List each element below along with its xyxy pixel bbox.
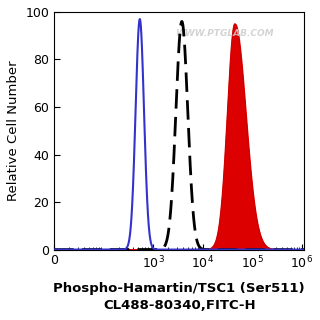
Y-axis label: Relative Cell Number: Relative Cell Number — [7, 60, 20, 201]
Text: Phospho-Hamartin/TSC1 (Ser511): Phospho-Hamartin/TSC1 (Ser511) — [53, 282, 305, 295]
Text: CL488-80340,FITC-H: CL488-80340,FITC-H — [103, 299, 255, 312]
Text: WWW.PTGLAB.COM: WWW.PTGLAB.COM — [175, 28, 273, 37]
